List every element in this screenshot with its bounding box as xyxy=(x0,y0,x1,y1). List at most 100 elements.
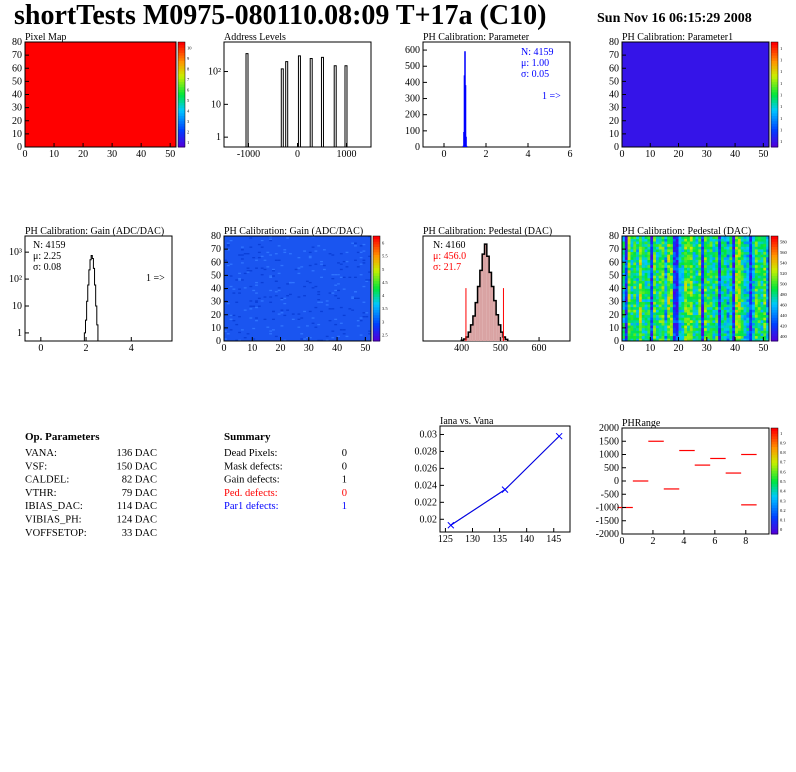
heatmap-cell xyxy=(729,275,733,279)
heatmap-cell xyxy=(737,257,742,260)
palette-cell xyxy=(771,433,778,437)
palette-cell xyxy=(373,241,380,245)
heatmap-cell xyxy=(723,293,727,297)
heatmap-cell xyxy=(678,270,682,274)
heatmap-cell xyxy=(703,304,708,308)
heatmap-cell xyxy=(723,296,727,300)
palette-label: 0.3 xyxy=(780,498,786,503)
heatmap-cell xyxy=(703,288,708,292)
heatmap-cell xyxy=(630,283,634,287)
heatmap-cell xyxy=(653,317,657,321)
heatmap-cell xyxy=(689,259,693,263)
heatmap-cell xyxy=(701,259,705,263)
heatmap-cell xyxy=(238,339,241,341)
heatmap-cell xyxy=(763,241,767,245)
heatmap-cell xyxy=(740,296,744,300)
histogram-fill xyxy=(493,300,497,341)
heatmap-cell xyxy=(763,327,767,331)
heatmap-cell xyxy=(672,262,677,266)
heatmap-cell xyxy=(684,322,688,326)
histogram-peak xyxy=(245,53,249,147)
heatmap-cell xyxy=(661,317,665,321)
heatmap-cell xyxy=(650,317,654,321)
heatmap-cell xyxy=(735,322,739,326)
heatmap-cell xyxy=(695,338,699,342)
heatmap-cell xyxy=(641,262,645,266)
heatmap-cell xyxy=(308,257,312,259)
heatmap-cell xyxy=(658,299,662,302)
heatmap-cell xyxy=(622,251,626,255)
heatmap-cell xyxy=(658,280,662,284)
heatmap-cell xyxy=(274,335,278,338)
x-tick-label: 40 xyxy=(730,343,740,354)
heatmap-cell xyxy=(359,274,363,276)
heatmap-cell xyxy=(664,288,668,292)
heatmap-cell xyxy=(641,285,645,289)
heatmap-cell xyxy=(359,257,363,259)
heatmap-cell xyxy=(726,312,730,316)
heatmap-cell xyxy=(692,322,696,326)
heatmap-cell xyxy=(689,280,693,284)
heatmap-cell xyxy=(624,299,628,302)
heatmap-cell xyxy=(655,251,660,255)
heatmap-cell xyxy=(752,262,756,266)
heatmap-cell xyxy=(658,238,662,242)
heatmap-cell xyxy=(331,274,335,276)
heatmap-cell xyxy=(305,280,309,282)
heatmap-cell xyxy=(647,288,651,292)
heatmap-cell xyxy=(740,306,744,310)
heatmap-cell xyxy=(723,249,727,253)
heatmap-cell xyxy=(670,304,674,308)
heatmap-cell xyxy=(687,264,691,268)
palette-cell xyxy=(771,504,778,508)
y-tick-label: 50 xyxy=(12,76,22,87)
heatmap-cell xyxy=(754,275,758,279)
heatmap-cell xyxy=(689,254,693,258)
y-tick-label: 80 xyxy=(211,231,221,242)
palette-cell xyxy=(771,73,778,77)
histogram-fill xyxy=(486,256,490,341)
heatmap-cell xyxy=(249,305,253,307)
heatmap-cell xyxy=(712,291,716,295)
heatmap-cell xyxy=(681,327,685,331)
heatmap-cell xyxy=(689,312,693,316)
heatmap-cell xyxy=(684,243,688,247)
heatmap-cell xyxy=(689,317,693,321)
heatmap-cell xyxy=(238,278,241,280)
heatmap-cell xyxy=(636,288,640,292)
heatmap-cell xyxy=(675,283,679,287)
heatmap-cell xyxy=(706,254,710,258)
heatmap-cell xyxy=(737,278,742,281)
heatmap-cell xyxy=(337,274,340,276)
heatmap-cell xyxy=(709,291,713,295)
heatmap-cell xyxy=(709,338,713,342)
heatmap-cell xyxy=(726,264,730,268)
heatmap-cell xyxy=(689,301,693,305)
heatmap-cell xyxy=(644,314,648,318)
heatmap-cell xyxy=(743,254,747,258)
heatmap-cell xyxy=(638,278,643,281)
palette-cell xyxy=(771,144,778,148)
heatmap-cell xyxy=(664,314,668,318)
heatmap-cell xyxy=(689,278,693,281)
heatmap-cell xyxy=(720,267,725,271)
heatmap-cell xyxy=(701,272,705,276)
heatmap-cell xyxy=(661,236,665,239)
palette-cell xyxy=(373,275,380,279)
heatmap-cell xyxy=(729,338,733,342)
heatmap-cell xyxy=(740,257,744,260)
heatmap-cell xyxy=(633,317,637,321)
heatmap-cell xyxy=(331,308,335,310)
heatmap-cell xyxy=(726,283,730,287)
heatmap-cell xyxy=(633,275,637,279)
heatmap-cell xyxy=(749,283,753,287)
heatmap-cell xyxy=(653,304,657,308)
heatmap-cell xyxy=(687,249,691,253)
heatmap-cell xyxy=(706,306,710,310)
heatmap-cell xyxy=(641,335,645,339)
heatmap-cell xyxy=(622,243,626,247)
palette-cell xyxy=(771,70,778,74)
heatmap-cell xyxy=(354,297,357,299)
heatmap-cell xyxy=(667,330,671,334)
heatmap-cell xyxy=(246,333,250,335)
